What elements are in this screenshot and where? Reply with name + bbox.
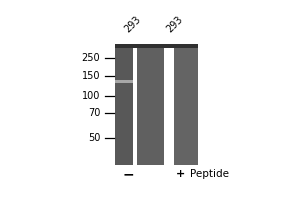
Text: 250: 250	[82, 53, 100, 63]
Bar	[116, 44, 198, 48]
Text: 100: 100	[82, 91, 100, 101]
Bar	[164, 48, 173, 165]
Text: 293: 293	[123, 15, 143, 35]
Bar	[116, 48, 133, 165]
Bar	[173, 48, 198, 165]
Bar	[137, 48, 164, 165]
Text: −: −	[122, 167, 134, 181]
Text: +: +	[176, 169, 185, 179]
Text: 150: 150	[82, 71, 100, 81]
Text: 70: 70	[88, 108, 100, 118]
Text: 293: 293	[165, 15, 185, 35]
Text: 50: 50	[88, 133, 100, 143]
Bar	[116, 80, 133, 83]
Text: Peptide: Peptide	[190, 169, 229, 179]
